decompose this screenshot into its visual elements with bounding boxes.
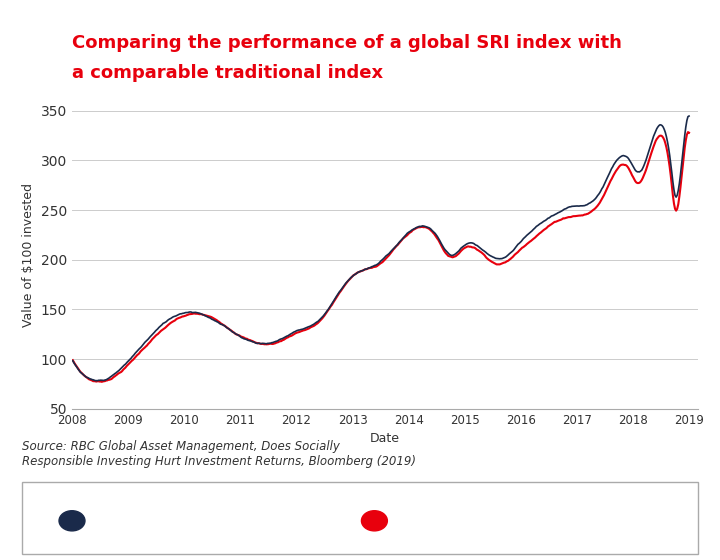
Text: MSCI World Net Total Return
Local Index: MSCI World Net Total Return Local Index [396, 507, 562, 535]
Text: Comparing the performance of a global SRI index with: Comparing the performance of a global SR… [72, 34, 622, 52]
Y-axis label: Value of $100 invested: Value of $100 invested [22, 183, 35, 327]
Text: Source: RBC Global Asset Management, Does Socially
Responsible Investing Hurt In: Source: RBC Global Asset Management, Doe… [22, 440, 415, 468]
X-axis label: Date: Date [370, 432, 400, 445]
Text: MSCI World SRI Net Total
Return Local Index: MSCI World SRI Net Total Return Local In… [94, 507, 239, 535]
Text: a comparable traditional index: a comparable traditional index [72, 64, 383, 82]
